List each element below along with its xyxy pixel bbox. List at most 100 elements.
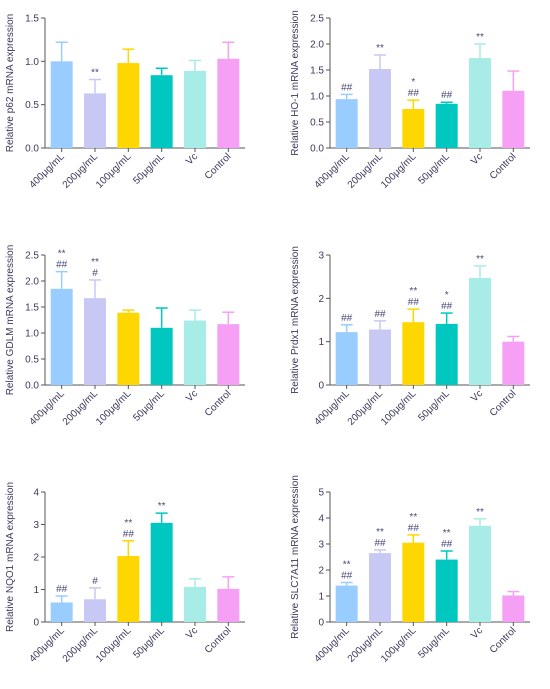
- x-tick-label: Control: [203, 388, 234, 419]
- x-tick-label: Control: [488, 151, 519, 182]
- bar: [369, 553, 391, 622]
- bar: [469, 58, 491, 148]
- y-axis-label: Relative SLC7A11 mRNA expression: [290, 475, 301, 639]
- y-tick-label: 1: [318, 592, 324, 603]
- bar: [150, 75, 173, 148]
- y-tick-label: 1.0: [25, 329, 39, 340]
- y-tick-label: 2.0: [25, 277, 39, 288]
- significance-label: **: [409, 286, 417, 297]
- significance-label: ##: [408, 523, 420, 534]
- bar: [217, 588, 240, 622]
- y-tick-label: 0.0: [310, 144, 324, 155]
- y-axis-label: Relative Prdx1 mRNA expression: [290, 246, 301, 394]
- bar: [435, 559, 458, 622]
- significance-label: ##: [408, 88, 420, 99]
- significance-label: ##: [56, 584, 68, 595]
- significance-label: ##: [408, 297, 420, 308]
- x-tick-label: 400μg/mL: [27, 388, 67, 428]
- significance-label: ##: [341, 82, 353, 93]
- significance-label: **: [409, 512, 417, 523]
- bar: [369, 329, 391, 385]
- significance-label: **: [91, 68, 99, 79]
- x-tick-label: 50μg/mL: [416, 151, 452, 187]
- bar: [84, 298, 106, 385]
- x-tick-label: Vc: [184, 388, 200, 404]
- x-tick-label: 100μg/mL: [94, 625, 134, 665]
- significance-label: **: [376, 527, 384, 538]
- y-tick-label: 2.5: [25, 251, 39, 262]
- bar: [369, 68, 391, 148]
- bar: [502, 595, 525, 622]
- x-tick-label: 100μg/mL: [379, 625, 419, 665]
- x-tick-label: 100μg/mL: [379, 151, 419, 191]
- significance-label: ##: [441, 301, 453, 312]
- x-tick-label: 400μg/mL: [27, 625, 67, 665]
- x-tick-label: 100μg/mL: [94, 151, 134, 191]
- significance-label: **: [376, 43, 384, 54]
- bar: [435, 103, 458, 148]
- bar: [50, 61, 73, 149]
- x-tick-label: Vc: [469, 625, 485, 641]
- y-tick-label: 5: [318, 488, 324, 499]
- significance-label: **: [124, 518, 132, 529]
- x-tick-label: 200μg/mL: [346, 388, 386, 428]
- significance-label: #: [92, 576, 98, 587]
- y-axis-label: Relative NQO1 mRNA expression: [5, 482, 16, 632]
- x-tick-label: 200μg/mL: [61, 151, 101, 191]
- x-tick-label: Vc: [469, 388, 485, 404]
- significance-label: **: [476, 32, 484, 43]
- x-tick-label: Control: [203, 625, 234, 656]
- y-tick-label: 3: [318, 540, 324, 551]
- significance-label: **: [91, 257, 99, 268]
- x-tick-label: Vc: [469, 151, 485, 167]
- y-tick-label: 3: [318, 251, 324, 262]
- significance-label: *: [411, 77, 415, 88]
- x-tick-label: 50μg/mL: [131, 388, 167, 424]
- bar: [217, 58, 240, 148]
- significance-label: **: [158, 501, 166, 512]
- significance-label: **: [476, 254, 484, 265]
- bar: [84, 599, 106, 622]
- x-tick-label: 200μg/mL: [61, 625, 101, 665]
- bar: [84, 93, 106, 148]
- bar: [502, 90, 525, 148]
- y-tick-label: 3: [33, 520, 39, 531]
- bar: [117, 63, 140, 148]
- bar: [184, 586, 206, 622]
- bar: [117, 556, 140, 622]
- x-tick-label: 200μg/mL: [61, 388, 101, 428]
- bar: [402, 322, 425, 385]
- bar: [402, 542, 425, 622]
- y-tick-label: 2.5: [310, 14, 324, 25]
- y-tick-label: 2: [318, 294, 324, 305]
- x-tick-label: Control: [488, 388, 519, 419]
- y-tick-label: 0.5: [310, 118, 324, 129]
- x-tick-label: 50μg/mL: [416, 388, 452, 424]
- y-tick-label: 0.0: [25, 144, 39, 155]
- bar: [335, 99, 358, 148]
- y-tick-label: 2: [318, 566, 324, 577]
- significance-label: ##: [341, 313, 353, 324]
- significance-label: #: [92, 268, 98, 279]
- significance-label: ##: [341, 570, 353, 581]
- y-tick-label: 1.5: [310, 66, 324, 77]
- y-tick-label: 0: [318, 618, 324, 629]
- significance-label: ##: [441, 90, 453, 101]
- x-tick-label: 50μg/mL: [416, 625, 452, 661]
- y-axis-label: Relative HO-1 mRNA expression: [290, 10, 301, 156]
- bar: [150, 327, 173, 385]
- significance-label: ##: [56, 260, 68, 271]
- y-tick-label: 1.5: [25, 303, 39, 314]
- bar: [184, 70, 206, 148]
- bar: [335, 332, 358, 385]
- x-tick-label: Control: [488, 625, 519, 656]
- significance-label: ##: [374, 538, 386, 549]
- x-tick-label: 50μg/mL: [131, 625, 167, 661]
- x-tick-label: 400μg/mL: [312, 151, 352, 191]
- y-tick-label: 0.5: [25, 355, 39, 366]
- bar: [435, 323, 458, 385]
- y-axis-label: Relative GDLM mRNA expression: [5, 245, 16, 396]
- significance-label: **: [476, 507, 484, 518]
- x-tick-label: 400μg/mL: [27, 151, 67, 191]
